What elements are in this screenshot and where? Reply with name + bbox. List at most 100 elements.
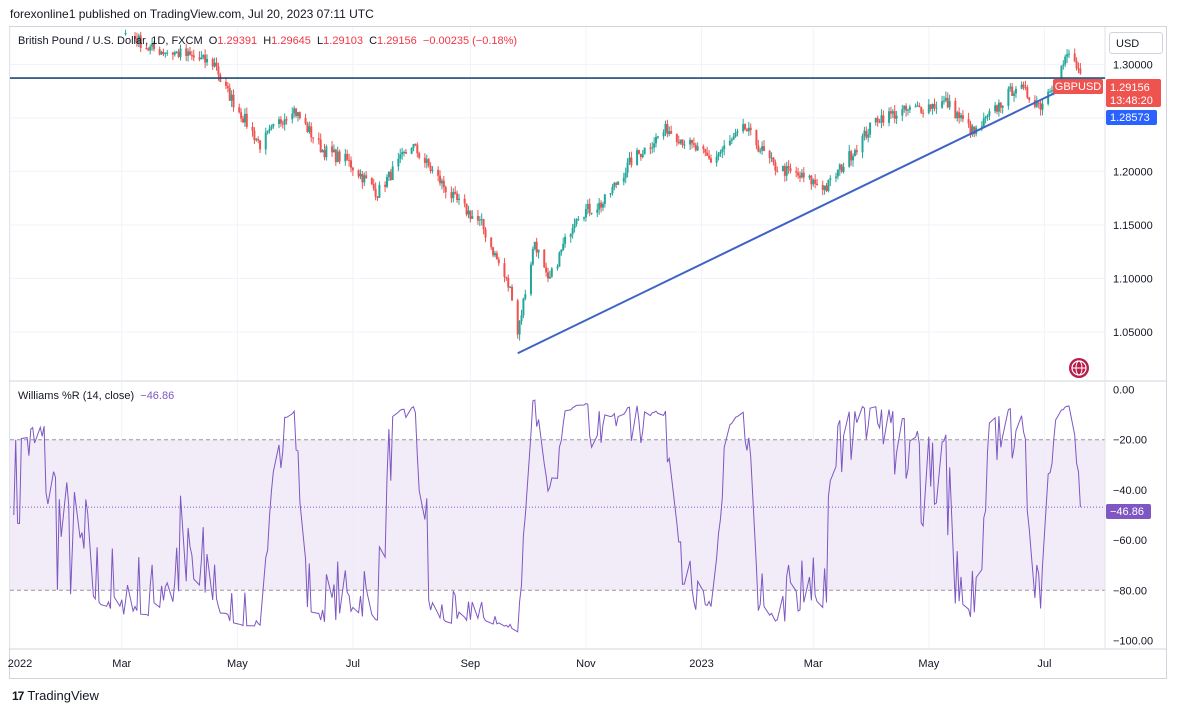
candle-body xyxy=(954,100,957,119)
candle-body xyxy=(908,106,911,110)
candle-body xyxy=(1077,68,1080,70)
candle-body xyxy=(797,172,800,176)
candle-body xyxy=(967,119,970,124)
candle-body xyxy=(306,123,309,132)
candle-body xyxy=(145,47,148,49)
indicator-name[interactable]: Williams %R (14, close) xyxy=(18,390,135,402)
candle-body xyxy=(821,184,824,190)
candle-body xyxy=(1001,105,1004,108)
candle-body xyxy=(545,267,548,273)
candle-body xyxy=(636,150,639,166)
williams-line xyxy=(13,399,1081,633)
candle-body xyxy=(583,217,586,219)
candle-body xyxy=(770,157,773,159)
candle-body xyxy=(865,130,868,138)
candle-body xyxy=(272,124,275,127)
candle-body xyxy=(948,100,951,108)
candle-body xyxy=(869,122,872,135)
candle-body xyxy=(192,55,195,58)
candle-body xyxy=(1050,90,1053,92)
candle-body xyxy=(876,117,879,123)
footer-brand[interactable]: 17 TradingView xyxy=(12,688,99,703)
candle-body xyxy=(958,112,961,119)
candle-body xyxy=(668,131,671,135)
candle-body xyxy=(717,153,720,157)
candle-body xyxy=(569,234,572,237)
candle-body xyxy=(996,105,999,112)
symbol-name[interactable]: British Pound / U.S. Dollar, 1D, FXCM xyxy=(18,35,203,47)
candle-body xyxy=(562,243,565,250)
candle-body xyxy=(476,216,479,221)
candle-body xyxy=(679,139,682,144)
candle-body xyxy=(283,119,286,125)
candle-body xyxy=(840,164,843,172)
candle-body xyxy=(520,315,523,322)
candle-body xyxy=(556,266,559,269)
candle-body xyxy=(816,183,819,185)
candle-body xyxy=(463,198,466,204)
candle-body xyxy=(175,51,178,53)
candle-body xyxy=(863,130,866,137)
candle-body xyxy=(171,52,174,55)
candle-body xyxy=(906,109,909,111)
candle-body xyxy=(874,117,877,123)
candle-body xyxy=(732,136,735,140)
candle-body xyxy=(198,57,201,60)
candle-body xyxy=(560,249,563,253)
candle-body xyxy=(213,62,216,67)
candle-body xyxy=(137,35,140,44)
candle-body xyxy=(410,147,413,154)
brand-name: TradingView xyxy=(27,688,99,703)
candle-body xyxy=(867,134,870,138)
candle-body xyxy=(152,43,155,50)
candle-body xyxy=(240,112,243,119)
candle-body xyxy=(361,173,364,183)
time-tick-label: 2023 xyxy=(689,658,713,670)
candle-body xyxy=(603,194,606,205)
candle-body xyxy=(1062,64,1065,66)
price-tick-label: 1.10000 xyxy=(1113,273,1153,285)
price-tick-label: 1.30000 xyxy=(1113,59,1153,71)
candle-body xyxy=(533,241,536,249)
candle-body xyxy=(596,209,599,213)
candle-body xyxy=(768,150,771,159)
open-label: O xyxy=(208,35,218,47)
candle-body xyxy=(228,87,231,101)
candle-body xyxy=(666,123,669,135)
candle-body xyxy=(1026,87,1029,98)
candle-body xyxy=(626,162,629,173)
close-value: 1.29156 xyxy=(377,35,417,47)
williams-value-badge xyxy=(1106,504,1151,519)
candle-body xyxy=(399,154,402,159)
candle-body xyxy=(617,181,620,185)
candle-body xyxy=(344,153,347,162)
candle-body xyxy=(785,166,788,176)
candle-body xyxy=(643,147,646,155)
candle-body xyxy=(160,51,163,55)
candle-body xyxy=(304,118,307,124)
currency-button[interactable]: USD xyxy=(1109,32,1163,54)
line-level-label: 1.28573 xyxy=(1110,112,1150,124)
candle-body xyxy=(543,249,546,268)
candle-body xyxy=(204,54,207,63)
candle-body xyxy=(694,144,697,151)
candle-body xyxy=(577,218,580,220)
candle-body xyxy=(149,46,152,51)
candle-body xyxy=(1049,91,1052,93)
candle-body xyxy=(800,172,803,178)
candle-body xyxy=(331,146,334,153)
candle-body xyxy=(259,140,262,150)
candle-body xyxy=(348,159,351,161)
candle-body xyxy=(374,188,377,197)
candle-body xyxy=(427,159,430,166)
candle-body xyxy=(878,122,881,124)
candle-body xyxy=(1064,56,1067,65)
price-grid xyxy=(9,27,1105,380)
candle-body xyxy=(226,85,229,88)
candle-body xyxy=(721,149,724,152)
candle-body xyxy=(651,147,654,149)
symbol-legend: British Pound / U.S. Dollar, 1D, FXCM O 1… xyxy=(18,35,517,47)
candle-body xyxy=(719,151,722,154)
candle-body xyxy=(639,153,642,158)
